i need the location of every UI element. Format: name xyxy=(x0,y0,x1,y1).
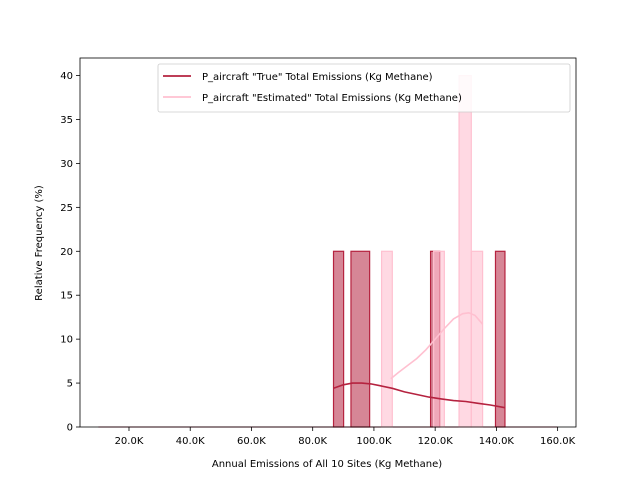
y-tick-label: 30 xyxy=(60,159,73,170)
x-tick-label: 80.0K xyxy=(298,436,327,447)
x-tick-label: 60.0K xyxy=(237,436,266,447)
y-axis-label: Relative Frequency (%) xyxy=(34,185,45,301)
legend: P_aircraft "True" Total Emissions (Kg Me… xyxy=(157,63,571,113)
x-tick-label: 100.0K xyxy=(356,436,392,447)
bar-true-1 xyxy=(350,250,371,428)
bar-estimated-0 xyxy=(380,250,393,428)
kde-line-estimated xyxy=(390,311,484,380)
legend-label-estimated: P_aircraft "Estimated" Total Emissions (… xyxy=(202,93,462,104)
y-tick-label: 20 xyxy=(60,247,73,258)
x-tick-label: 40.0K xyxy=(176,436,205,447)
legend-label-true: P_aircraft "True" Total Emissions (Kg Me… xyxy=(202,72,433,83)
plot-area xyxy=(98,74,558,428)
x-tick-label: 140.0K xyxy=(479,436,515,447)
bar-true-0 xyxy=(332,250,345,428)
axes: 20.0K 40.0K 60.0K 80.0K 100.0K 120.0K 140.0K 16… xyxy=(60,57,577,447)
axes-frame xyxy=(79,57,577,428)
x-tick-label: 160.0K xyxy=(540,436,576,447)
x-tick-label: 120.0K xyxy=(418,436,454,447)
kde-line-true xyxy=(333,382,506,409)
bar-estimated-2 xyxy=(458,74,472,428)
bar-true-3 xyxy=(494,250,506,428)
y-tick-label: 15 xyxy=(60,291,73,302)
y-tick-label: 40 xyxy=(60,71,73,82)
y-tick-label: 10 xyxy=(60,335,73,346)
legend-box xyxy=(157,63,571,113)
x-axis-label: Annual Emissions of All 10 Sites (Kg Met… xyxy=(212,459,442,470)
y-tick-label: 5 xyxy=(67,379,73,390)
x-tick-label: 20.0K xyxy=(115,436,144,447)
bar-estimated-3 xyxy=(470,250,484,428)
y-tick-label: 0 xyxy=(67,423,73,434)
y-tick-label: 35 xyxy=(60,115,73,126)
y-tick-label: 25 xyxy=(60,203,73,214)
